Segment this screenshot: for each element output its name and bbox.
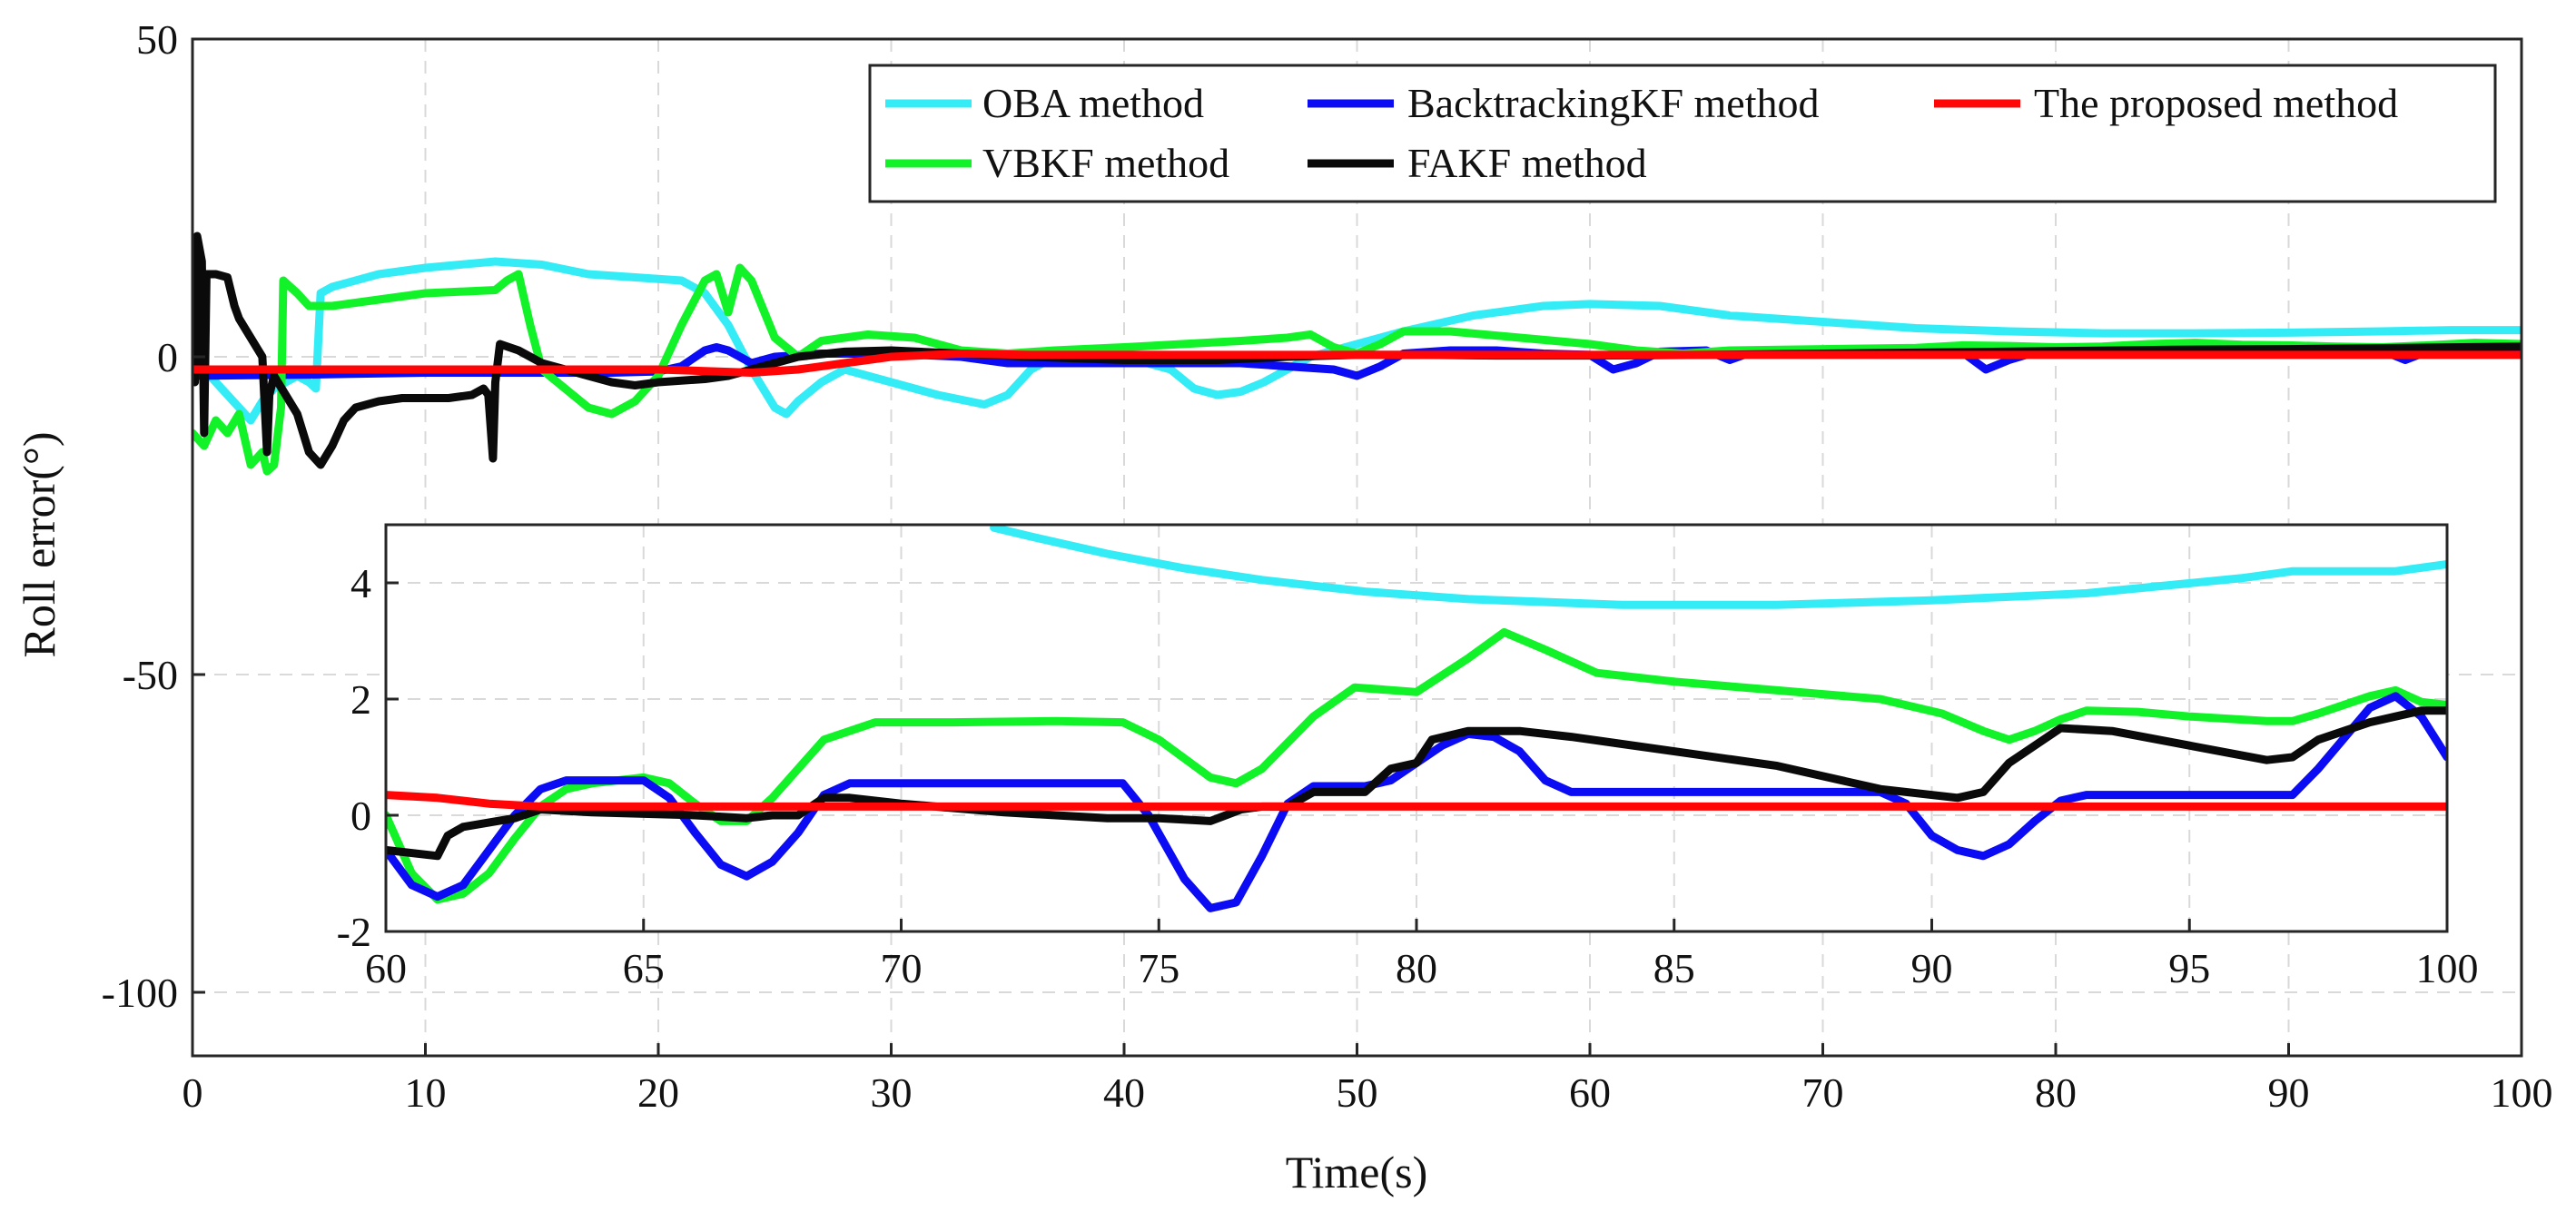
legend-label-backtrackingkf: BacktrackingKF method (1407, 80, 1820, 126)
inset-xtick-label-90: 90 (1911, 945, 1953, 991)
main-ytick-label-50: -50 (123, 652, 178, 698)
inset-xtick-label-70: 70 (881, 945, 923, 991)
inset-ytick-label-2: 2 (350, 676, 371, 723)
legend-label-vbkf: VBKF method (982, 140, 1229, 186)
main-xtick-label-0: 0 (183, 1069, 203, 1116)
inset-series-oba-method (990, 525, 2447, 609)
legend-label-oba: OBA method (982, 80, 1204, 126)
main-series-group (192, 232, 2522, 476)
inset-xtick-label-60: 60 (365, 945, 407, 991)
inset-series-fakf-method (386, 706, 2447, 861)
inset-ytick-label-2: -2 (337, 909, 371, 955)
legend-entry-vbkf: VBKF method (885, 140, 1229, 186)
main-series-the-proposed-method (192, 350, 2522, 377)
inset-tick-labels: 60 65 70 75 80 85 90 95 100 4 2 0 -2 (337, 560, 2479, 991)
main-xtick-label-90: 90 (2268, 1069, 2310, 1116)
inset-ytick-label-0: 0 (350, 793, 371, 839)
main-ytick-label-100: -100 (102, 970, 178, 1016)
legend-entry-proposed: The proposed method (1934, 80, 2398, 126)
legend-entry-oba: OBA method (885, 80, 1204, 126)
main-ytick-label-0: 0 (157, 334, 178, 380)
inset-series-group (386, 525, 2447, 912)
inset-xtick-label-95: 95 (2168, 945, 2210, 991)
main-xtick-label-50: 50 (1337, 1069, 1378, 1116)
legend-entry-backtrackingkf: BacktrackingKF method (1308, 80, 1820, 126)
main-xtick-label-70: 70 (1802, 1069, 1844, 1116)
legend-entry-fakf: FAKF method (1308, 140, 1647, 186)
inset-xtick-label-65: 65 (623, 945, 665, 991)
inset-series-vbkf-method (386, 627, 2447, 904)
x-axis-label: Time(s) (1286, 1147, 1428, 1197)
main-xtick-label-10: 10 (405, 1069, 447, 1116)
legend: OBA method BacktrackingKF method The pro… (868, 64, 2497, 203)
legend-box (868, 64, 2497, 203)
inset-xtick-label-80: 80 (1396, 945, 1437, 991)
inset-series-backtrackingkf-method (386, 692, 2447, 912)
inset-ytick-label-4: 4 (350, 560, 371, 606)
legend-label-fakf: FAKF method (1407, 140, 1647, 186)
inset-xtick-label-100: 100 (2416, 945, 2479, 991)
main-xtick-label-60: 60 (1569, 1069, 1611, 1116)
inset-series-the-proposed-method (386, 791, 2447, 811)
inset-xtick-label-75: 75 (1138, 945, 1179, 991)
main-xtick-label-20: 20 (637, 1069, 679, 1116)
main-xtick-label-40: 40 (1103, 1069, 1145, 1116)
inset-xtick-label-85: 85 (1653, 945, 1695, 991)
inset-chart: 60 65 70 75 80 85 90 95 100 4 2 0 -2 (337, 523, 2479, 991)
main-series-vbkf-method (192, 263, 2522, 476)
main-ytick-label-50: 50 (136, 16, 178, 63)
main-xtick-label-80: 80 (2035, 1069, 2077, 1116)
main-series-oba-method (192, 257, 2522, 425)
y-axis-label: Roll error(°) (14, 431, 64, 657)
main-xtick-label-100: 100 (2491, 1069, 2553, 1116)
legend-label-proposed: The proposed method (2034, 80, 2398, 126)
main-xtick-label-30: 30 (871, 1069, 913, 1116)
